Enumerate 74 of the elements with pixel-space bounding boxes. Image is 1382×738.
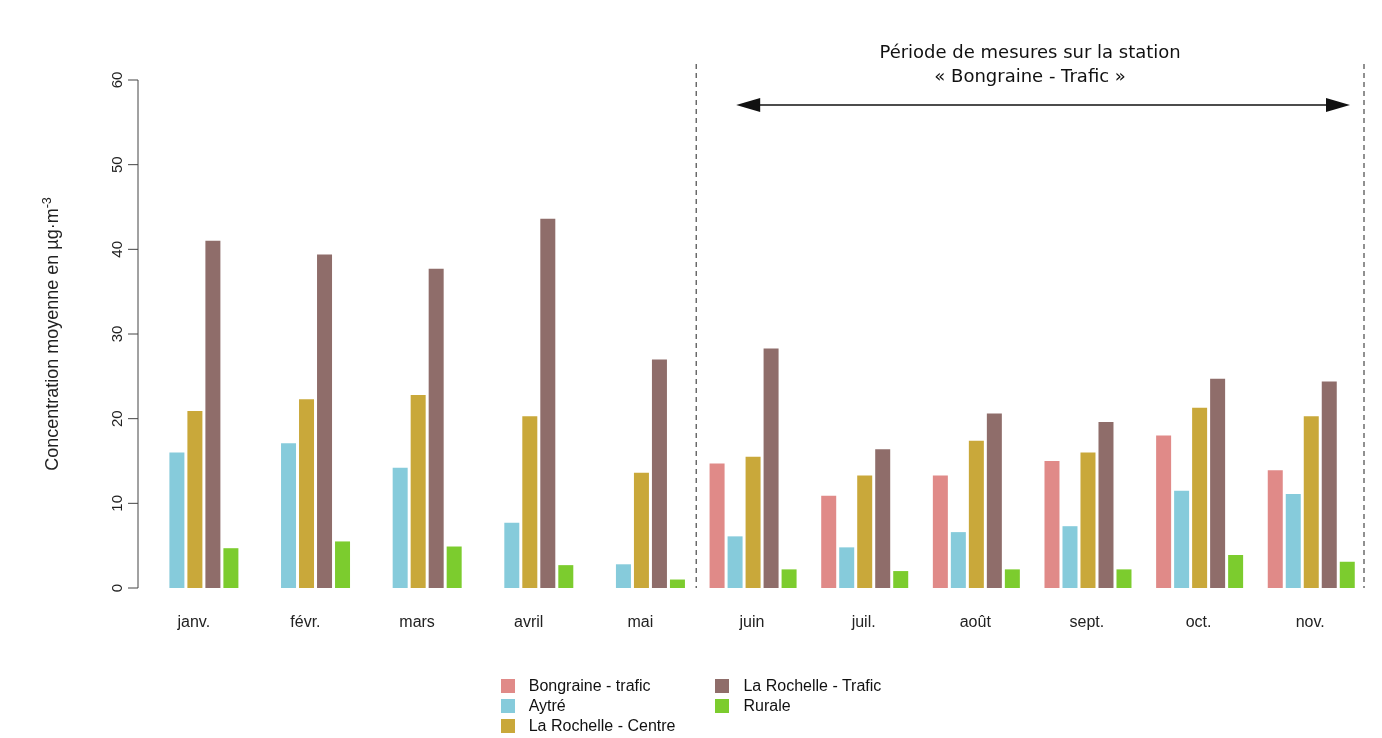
- bar: [745, 456, 761, 588]
- bar: [1321, 381, 1337, 588]
- y-tick-label: 20: [108, 410, 125, 428]
- bar: [839, 547, 855, 588]
- bar: [223, 548, 239, 588]
- bar: [1210, 378, 1226, 588]
- bar: [1098, 422, 1114, 588]
- bar: [1303, 416, 1319, 588]
- bar: [932, 475, 948, 588]
- x-tick-label: avril: [514, 613, 544, 631]
- legend-label: Aytré: [528, 697, 566, 715]
- bar: [522, 416, 538, 588]
- bar: [727, 536, 743, 588]
- annotation: Période de mesures sur la station « Bongraine - Trafic »: [879, 41, 1181, 86]
- bar: [1192, 407, 1208, 588]
- x-tick-label: août: [959, 613, 992, 631]
- y-tick-label: 30: [108, 325, 125, 343]
- bar: [392, 467, 408, 588]
- x-tick-label: janv.: [176, 613, 211, 631]
- x-tick-label: mai: [627, 613, 654, 631]
- y-tick-label: 10: [108, 494, 125, 512]
- bar: [1339, 561, 1355, 588]
- bar: [1174, 490, 1190, 588]
- y-tick-label: 50: [108, 156, 125, 174]
- bar: [986, 413, 1002, 588]
- bar: [1228, 554, 1244, 588]
- legend-label: La Rochelle - Centre: [528, 717, 676, 735]
- legend-label: Rurale: [743, 697, 791, 715]
- bar: [1267, 470, 1283, 588]
- bar: [875, 449, 891, 588]
- bar: [821, 495, 837, 588]
- bar: [1156, 435, 1172, 588]
- bar: [299, 399, 315, 588]
- legend-label: La Rochelle - Trafic: [743, 677, 882, 695]
- bar: [1062, 526, 1078, 588]
- bar: [187, 411, 203, 588]
- x-tick-label: sept.: [1069, 613, 1105, 631]
- bar: [1080, 452, 1096, 588]
- bar: [633, 472, 649, 588]
- bar: [169, 452, 185, 588]
- bar: [857, 475, 873, 588]
- bar: [335, 541, 351, 588]
- bar: [763, 348, 779, 588]
- bar: [615, 564, 631, 588]
- bar: [281, 443, 297, 588]
- bar: [669, 579, 685, 588]
- bar: [1044, 461, 1060, 588]
- y-tick-label: 40: [108, 240, 125, 258]
- bar: [1285, 494, 1301, 588]
- y-tick-label: 60: [108, 71, 125, 89]
- bar: [428, 268, 444, 588]
- bar: [709, 463, 725, 588]
- bar: [317, 254, 333, 588]
- legend-label: Bongraine - trafic: [528, 677, 651, 695]
- x-tick-label: juil.: [850, 613, 876, 631]
- bar: [504, 522, 520, 588]
- x-tick-label: oct.: [1185, 613, 1212, 631]
- bar: [558, 565, 574, 588]
- bar: [205, 240, 221, 588]
- bar: [893, 571, 909, 588]
- x-tick-label: mars: [399, 613, 435, 631]
- bar: [651, 359, 667, 588]
- x-tick-label: nov.: [1295, 613, 1325, 631]
- bar: [1004, 569, 1020, 588]
- bar: [446, 546, 462, 588]
- bar: [540, 218, 556, 588]
- bar: [410, 394, 426, 588]
- y-tick-label: 0: [108, 583, 125, 593]
- bar: [1116, 569, 1132, 588]
- x-tick-label: juin: [738, 613, 765, 631]
- x-tick-label: févr.: [290, 613, 321, 631]
- bar: [781, 569, 797, 588]
- bar: [968, 440, 984, 588]
- bar: [950, 532, 966, 588]
